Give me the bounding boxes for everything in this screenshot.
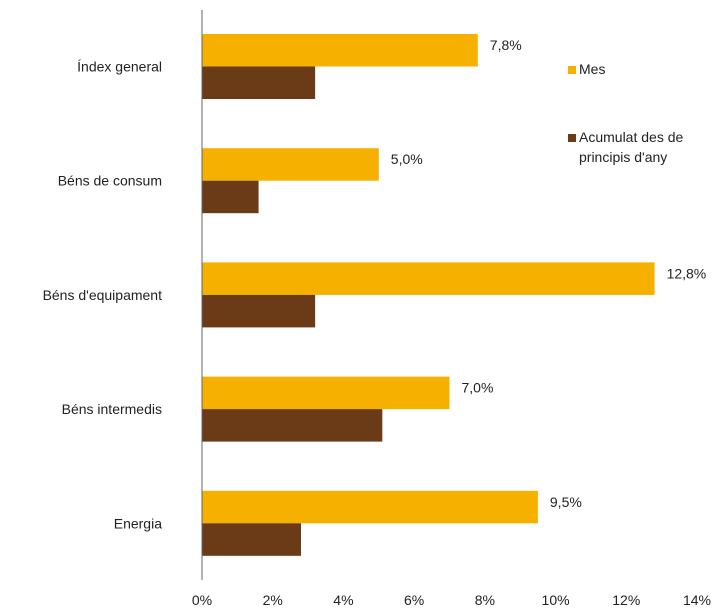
x-tick-label: 6%: [404, 592, 424, 608]
x-tick-label: 14%: [683, 592, 711, 608]
legend-swatch-mes: [568, 66, 576, 74]
x-tick-label: 0%: [192, 592, 212, 608]
data-label-1: 5,0%: [391, 151, 423, 167]
legend-label-acumulat: Acumulat des de: [579, 129, 683, 145]
x-tick-label: 4%: [333, 592, 353, 608]
x-tick-label: 10%: [542, 592, 570, 608]
category-label-4: Energia: [114, 515, 162, 531]
category-label-3: Béns intermedis: [62, 401, 162, 417]
category-label-2: Béns d'equipament: [43, 287, 163, 303]
data-label-2: 12,8%: [667, 265, 707, 281]
bar-acumulat-0: [202, 66, 316, 99]
bar-mes-4: [202, 490, 538, 524]
bar-acumulat-1: [202, 180, 259, 214]
bar-mes-1: [202, 148, 379, 181]
x-tick-label: 2%: [263, 592, 283, 608]
category-label-1: Béns de consum: [58, 173, 162, 189]
category-label-0: Índex general: [77, 59, 162, 75]
legend-label-mes: Mes: [579, 61, 605, 77]
bar-mes-3: [202, 376, 450, 410]
data-label-3: 7,0%: [462, 380, 494, 396]
x-tick-labels-layer: 0% 2% 4% 6% 8% 10% 12% 14%: [192, 592, 711, 608]
bar-mes-0: [202, 34, 478, 67]
data-label-4: 9,5%: [550, 494, 582, 510]
legend-swatch-acumulat: [568, 134, 576, 142]
bar-mes-2: [202, 262, 655, 295]
category-labels-layer: Índex general Béns de consum Béns d'equipa…: [43, 59, 163, 532]
legend: Mes Acumulat des de principis d'any: [568, 61, 683, 165]
x-tick-label: 12%: [612, 592, 640, 608]
bar-acumulat-2: [202, 294, 316, 328]
bar-acumulat-4: [202, 523, 301, 556]
bars-layer: [202, 34, 655, 556]
x-tick-label: 8%: [475, 592, 495, 608]
data-labels-layer: 7,8% 5,0% 12,8% 7,0% 9,5%: [391, 37, 706, 510]
bar-acumulat-3: [202, 409, 383, 442]
legend-label-acumulat: principis d'any: [579, 149, 667, 165]
data-label-0: 7,8%: [490, 37, 522, 53]
